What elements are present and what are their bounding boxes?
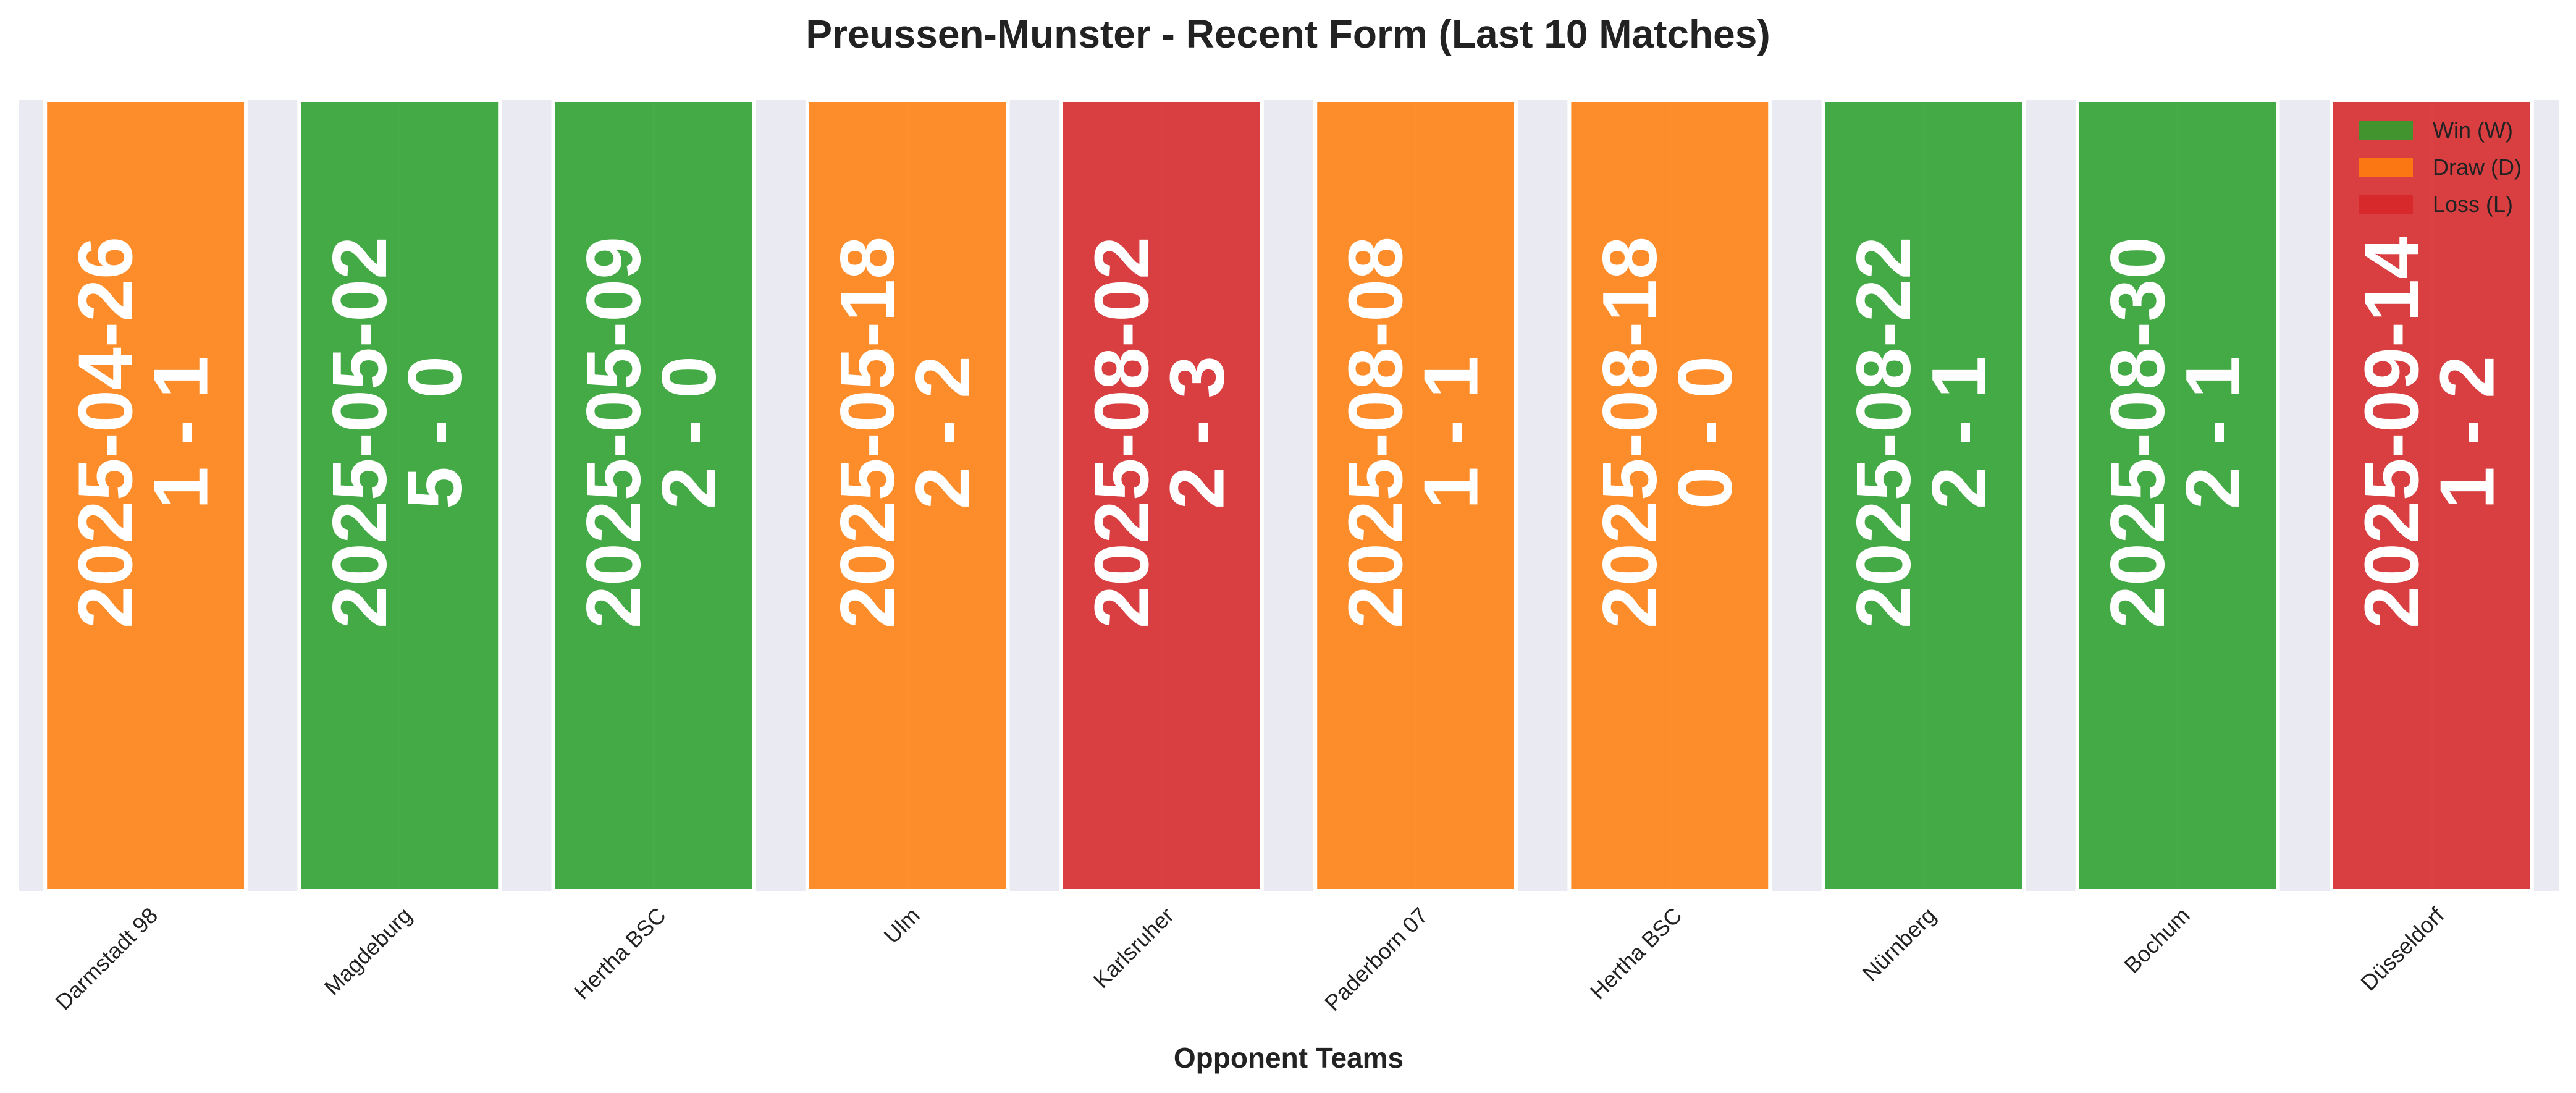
bar-score-label: 5 - 0: [393, 356, 478, 509]
x-tick-label: Hertha BSC: [1585, 903, 1687, 1005]
bar-l: [1059, 98, 1264, 893]
bar-label: 2025-05-182 - 2: [825, 237, 986, 628]
bar-date-label: 2025-08-30: [2095, 237, 2181, 628]
bar-date-label: 2025-05-09: [571, 237, 657, 628]
bar-score-label: 2 - 2: [901, 356, 986, 509]
legend: Win (W) Draw (D) Loss (L): [2359, 117, 2522, 217]
x-tick-label: Magdeburg: [319, 903, 417, 1000]
bar-label: 2025-08-081 - 1: [1334, 237, 1494, 628]
x-tick-label: Nürnberg: [1858, 903, 1941, 986]
bar-date-label: 2025-08-22: [1842, 237, 1927, 628]
bar-score-label: 2 - 1: [2171, 356, 2256, 509]
bar-label: 2025-08-022 - 3: [1079, 237, 1240, 628]
bar-score-label: 1 - 1: [139, 356, 224, 509]
bar-label: 2025-05-025 - 0: [318, 237, 478, 628]
bar-date-label: 2025-08-08: [1334, 237, 1419, 628]
bar-score-label: 1 - 1: [1409, 356, 1494, 509]
bar-score-label: 2 - 3: [1155, 356, 1240, 509]
x-tick-labels: Darmstadt 98 Magdeburg Hertha BSC Ulm Karlsr…: [50, 902, 2449, 1016]
x-axis-label: Opponent Teams: [1174, 1042, 1404, 1074]
bar-w: [297, 98, 502, 893]
bar-d: [43, 98, 248, 893]
bar-d: [1313, 98, 1518, 893]
bar-l: [2329, 98, 2534, 893]
x-tick-label: Darmstadt 98: [50, 903, 162, 1015]
bar-w: [1821, 98, 2026, 893]
bar-d: [805, 98, 1010, 893]
bar-score-label: 0 - 0: [1663, 356, 1748, 509]
legend-label: Loss (L): [2433, 192, 2513, 217]
legend-label: Win (W): [2433, 117, 2513, 143]
legend-swatch: [2359, 195, 2413, 214]
bars: 2025-04-261 - 1 2025-05-025 - 0 2025-05-09…: [43, 98, 2534, 893]
bar-label: 2025-08-302 - 1: [2095, 237, 2256, 628]
legend-swatch: [2359, 158, 2413, 177]
legend-label: Draw (D): [2433, 154, 2522, 180]
bar-score-label: 2 - 0: [647, 356, 732, 509]
bar-date-label: 2025-09-14: [2349, 237, 2435, 628]
bar-score-label: 2 - 1: [1917, 356, 2002, 509]
x-tick-label: Hertha BSC: [569, 903, 671, 1005]
bar-date-label: 2025-08-02: [1079, 237, 1164, 628]
legend-swatch: [2359, 121, 2413, 140]
bar-date-label: 2025-04-26: [64, 237, 149, 628]
bar-date-label: 2025-05-02: [318, 237, 403, 628]
bar-label: 2025-08-222 - 1: [1842, 237, 2002, 628]
x-tick-label: Karlsruher: [1088, 903, 1179, 993]
x-tick-label: Ulm: [879, 903, 925, 948]
x-tick-label: Düsseldorf: [2355, 902, 2449, 995]
x-tick-label: Bochum: [2119, 903, 2194, 978]
bar-score-label: 1 - 2: [2425, 356, 2510, 509]
x-tick-label: Paderborn 07: [1320, 903, 1433, 1016]
bar-label: 2025-05-092 - 0: [571, 237, 732, 628]
bar-w: [2075, 98, 2280, 893]
bar-w: [551, 98, 756, 893]
bar-label: 2025-09-141 - 2: [2349, 237, 2510, 628]
bar-date-label: 2025-05-18: [825, 237, 911, 628]
chart-title: Preussen-Munster - Recent Form (Last 10 …: [806, 12, 1770, 56]
bar-label: 2025-04-261 - 1: [64, 237, 224, 628]
bar-date-label: 2025-08-18: [1588, 237, 1673, 628]
bar-label: 2025-08-180 - 0: [1588, 237, 1748, 628]
bar-d: [1567, 98, 1772, 893]
